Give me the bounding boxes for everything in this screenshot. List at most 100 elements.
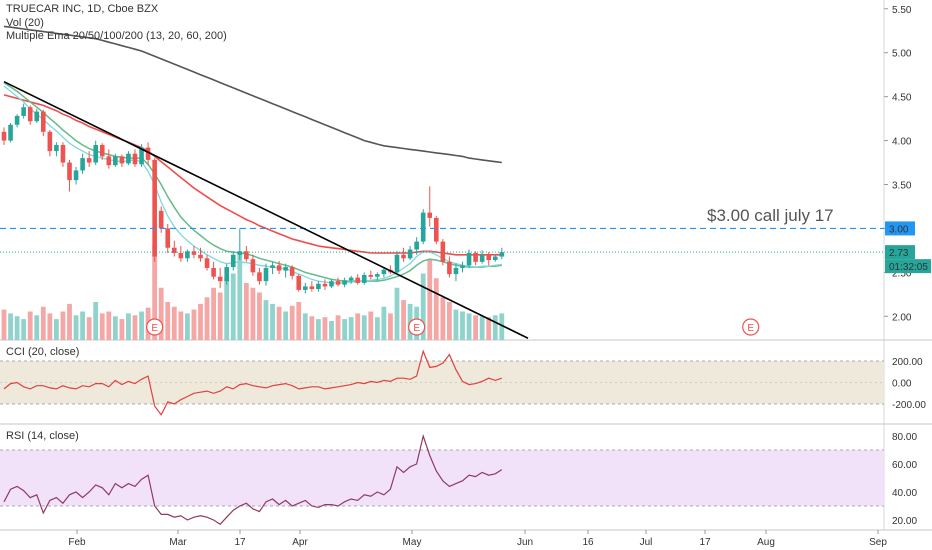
time-tick-label: May [403,537,422,548]
volume-bar [80,311,85,340]
volume-bar [492,315,498,340]
candle [73,166,79,185]
candle-body [80,158,85,171]
volume-bar [106,311,112,340]
candle-body [420,212,426,242]
candle-body [86,158,92,163]
candle-body [499,252,505,257]
candle-body [257,272,262,282]
volume-bar [394,287,400,340]
candle-body [342,280,347,285]
volume-bar [270,303,275,340]
volume-bar [420,273,426,340]
candle-body [178,253,184,259]
volume-bar [171,306,177,340]
ema-legend[interactable]: Multiple Ema 20/50/100/200 (13, 20, 60, … [6,30,227,42]
candle [152,158,157,262]
candle-body [198,254,203,259]
candle-body [316,283,321,290]
volume-legend[interactable]: Vol (20) [6,17,44,29]
volume-bar [453,309,459,340]
volume-bar [73,315,79,340]
candle [276,260,282,275]
volume-bar [348,317,354,340]
candle-body [479,254,485,262]
candle-body [47,131,53,152]
candle [244,245,249,262]
rsi-tick-label: 60.00 [892,460,917,471]
last-price-label: 2.73 [889,248,909,259]
ema13-line [3,85,502,284]
volume-bar [486,317,492,340]
volume-bar [158,287,164,340]
candle-body [27,107,33,122]
candle-body [381,269,387,275]
volume-bar [34,315,40,340]
candle [126,151,131,166]
price-tick-label: 5.50 [892,5,912,16]
candle-body [329,281,334,287]
rsi-legend[interactable]: RSI (14, close) [6,430,79,442]
earnings-marker: E [146,318,164,336]
candle-body [165,228,171,248]
volume-bar [499,313,505,340]
time-tick-label: 16 [582,537,594,548]
candles [1,103,505,294]
candle-body [427,212,433,218]
volume-bar [217,292,223,340]
volume-bar [67,303,72,340]
candle-body [296,275,302,290]
candle-body [60,144,66,163]
candle-body [250,259,256,273]
candle [447,256,452,278]
candle-body [99,144,105,157]
volume-bar [119,319,125,340]
candle-body [276,265,282,271]
candle-body [21,107,26,116]
rsi-band [0,450,884,506]
rsi-line [3,433,503,525]
volume-bar [14,316,20,340]
hline-price-label: 3.00 [889,224,909,235]
candle [407,245,413,261]
candle-body [309,286,315,290]
candle [381,267,387,278]
volume-bar [322,317,328,340]
volume-bar [60,311,66,340]
volume-bar [21,319,27,340]
candle-body [466,253,472,266]
ema200-line [3,25,502,164]
volume-bar [126,313,131,340]
candle-body [93,144,98,163]
candle [165,224,171,254]
candle-body [263,267,269,282]
chart-title[interactable]: TRUECAR INC, 1D, Cboe BZX [6,3,159,15]
volume-bar [302,313,308,340]
candle-body [204,258,210,268]
candle [14,114,20,128]
volume-bar [381,306,387,340]
ema-lines [3,25,502,284]
candle [21,103,26,119]
candle [342,277,347,288]
candle [217,267,223,289]
candle [368,270,374,280]
candle [401,247,406,262]
candle-body [473,253,478,262]
countdown-label: 01:32:05 [889,262,928,273]
candle-body [303,286,308,290]
time-tick-label: Jun [517,537,533,548]
candle-body [41,111,46,132]
candle [178,245,184,262]
volume-bar [263,300,269,340]
cci-legend[interactable]: CCI (20, close) [6,346,80,358]
earnings-label: E [747,323,754,334]
candle [191,245,197,259]
candle-body [453,267,459,275]
candle-body [224,267,229,282]
candle-body [460,265,465,268]
volume-bar [112,316,118,340]
time-tick-label: 17 [699,537,711,548]
